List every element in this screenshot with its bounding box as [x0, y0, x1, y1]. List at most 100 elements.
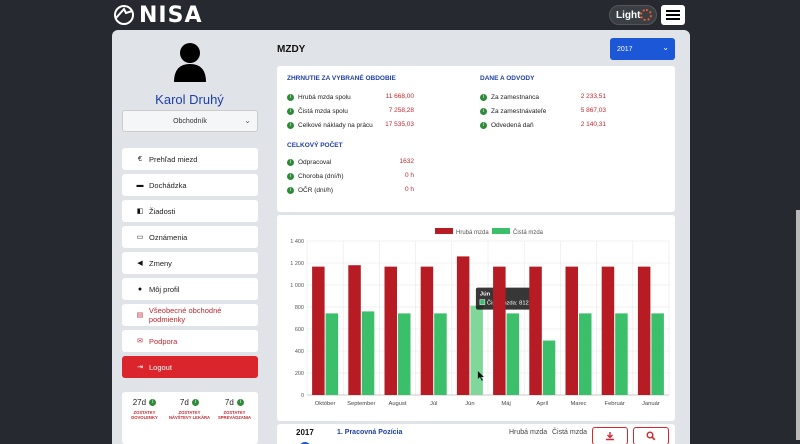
- y-tick-label: 0: [301, 393, 304, 399]
- sidebar-item-0[interactable]: € Prehľad miezd: [122, 148, 258, 170]
- column-gross: Hrubá mzda: [509, 429, 548, 436]
- sun-icon: [640, 9, 652, 21]
- info-icon[interactable]: i: [192, 399, 200, 407]
- sidebar-item-label: Podpora: [149, 336, 178, 346]
- mail-icon: ✉: [137, 338, 143, 345]
- sidebar-item-label: Môj profil: [149, 284, 180, 294]
- info-icon[interactable]: i: [287, 107, 294, 115]
- y-tick-label: 1 400: [290, 239, 304, 245]
- role-select[interactable]: Obchodník ⌄: [122, 110, 258, 132]
- bar-net: [361, 311, 375, 395]
- taxes-title: DANE A ODVODY: [480, 75, 535, 82]
- bar-net: [434, 313, 447, 395]
- bar-gross: [637, 266, 651, 395]
- download-button[interactable]: [592, 427, 628, 444]
- column-net: Čistá mzda: [552, 429, 588, 436]
- info-icon[interactable]: i: [237, 399, 245, 407]
- count-row-label: i Odpracoval: [287, 157, 331, 167]
- sidebar-item-3[interactable]: ▭ Oznámenia: [122, 226, 258, 248]
- request-icon: ◧: [136, 208, 144, 215]
- briefcase-icon: ▬: [136, 181, 144, 189]
- summary-title: ZHRNUTIE ZA VYBRANÉ OBDOBIE: [287, 75, 396, 82]
- bar-gross: [565, 266, 578, 395]
- info-icon[interactable]: i: [480, 93, 487, 101]
- x-tick-label: September: [347, 401, 375, 407]
- stat-label: ZOSTATKY SPREVÁDZANIA: [217, 410, 252, 420]
- search-icon: [646, 431, 656, 441]
- bar-net: [470, 305, 483, 395]
- legend-swatch-gross: [435, 228, 453, 234]
- position-card: 2017 1. Pracovná Pozícia Hrubá mzda Čist…: [277, 424, 675, 444]
- stat-label: ZOSTATKY NÁVŠTEVY LEKÁRA: [168, 410, 211, 420]
- sidebar-item-6[interactable]: ▤ Všeobecné obchodné podmienky: [122, 304, 258, 326]
- taxes-row-value: 2 233,51: [580, 93, 606, 100]
- year-value: 2017: [617, 45, 633, 53]
- search-button[interactable]: [633, 427, 669, 444]
- info-icon[interactable]: i: [287, 172, 294, 180]
- x-tick-label: Máj: [501, 401, 510, 407]
- taxes-row-label: i Odvedená daň: [480, 120, 534, 130]
- sidebar-item-label: Zmeny: [149, 258, 172, 268]
- stat-value: 7d: [224, 398, 234, 407]
- count-row-value: 0 h: [404, 172, 414, 179]
- row-label: Choroba (dní/h): [298, 172, 344, 180]
- sidebar-item-7[interactable]: ✉ Podpora: [122, 330, 258, 352]
- info-icon[interactable]: i: [480, 107, 487, 115]
- info-icon[interactable]: i: [287, 186, 294, 194]
- sidebar-item-2[interactable]: ◧ Žiadosti: [122, 200, 258, 222]
- bar-net: [506, 313, 520, 395]
- stat-label: ZOSTATKY DOVOLENKY: [131, 410, 158, 420]
- y-tick-label: 600: [295, 327, 304, 333]
- theme-toggle[interactable]: Light: [609, 5, 657, 25]
- legend-swatch-net: [492, 228, 510, 234]
- bed-icon: ▭: [136, 234, 144, 241]
- tooltip-swatch: [479, 299, 486, 305]
- row-label: Celkové náklady na prácu: [298, 121, 373, 129]
- summary-card: ZHRNUTIE ZA VYBRANÉ OBDOBIE DANE A ODVOD…: [277, 66, 675, 212]
- bar-gross: [312, 266, 325, 395]
- leave-stats: 27d i ZOSTATKY DOVOLENKY 7d i ZOSTATKY N…: [122, 392, 258, 444]
- sidebar-item-4[interactable]: ◀ Zmeny: [122, 252, 258, 274]
- role-value: Obchodník: [173, 117, 207, 125]
- salary-chart: Hrubá mzda Čistá mzda 0 200 400 600 800 1 000 1 …: [290, 228, 670, 407]
- sidebar-item-8[interactable]: ⇥ Logout: [122, 356, 258, 378]
- info-icon[interactable]: i: [287, 158, 294, 166]
- y-tick-label: 200: [295, 371, 304, 377]
- position-name[interactable]: 1. Pracovná Pozícia: [337, 429, 403, 436]
- page-scrollbar[interactable]: [796, 210, 800, 440]
- bar-gross: [420, 266, 434, 395]
- bar-net: [651, 313, 664, 395]
- info-icon[interactable]: i: [287, 121, 294, 129]
- sidebar-item-label: Žiadosti: [149, 206, 176, 216]
- sidebar-item-label: Dochádzka: [149, 180, 187, 190]
- info-icon[interactable]: i: [287, 93, 294, 101]
- summary-row-label: i Čistá mzda spolu: [287, 106, 348, 116]
- sidebar-item-1[interactable]: ▬ Dochádzka: [122, 174, 258, 196]
- sidebar: Karol Druhý Obchodník ⌄ € Prehľad miezd ▬ D…: [112, 30, 267, 444]
- count-row-label: i OČR (dní/h): [287, 185, 333, 195]
- info-icon[interactable]: i: [149, 399, 157, 407]
- avatar-icon: [174, 43, 206, 82]
- stat-escort: 7d i ZOSTATKY SPREVÁDZANIA: [212, 398, 257, 420]
- count-title: CELKOVÝ POČET: [287, 142, 343, 149]
- year-select[interactable]: 2017 ⌄: [610, 38, 675, 60]
- bar-gross: [384, 266, 397, 395]
- sidebar-item-label: Oznámenia: [149, 232, 188, 242]
- bar-gross: [456, 256, 470, 395]
- bar-net: [579, 313, 592, 395]
- y-tick-label: 800: [295, 305, 304, 311]
- row-label: Za zamestnanca: [491, 93, 540, 101]
- sidebar-item-label: Logout: [149, 362, 172, 372]
- top-bar: NISA Light: [0, 0, 800, 30]
- row-label: Odvedená daň: [491, 121, 534, 129]
- row-label: Za zamestnávateľe: [491, 107, 547, 115]
- logo[interactable]: NISA: [113, 3, 202, 28]
- hamburger-menu-button[interactable]: [661, 5, 685, 25]
- info-icon[interactable]: i: [480, 121, 487, 129]
- taxes-row-value: 5 867,03: [580, 107, 606, 114]
- bar-gross: [348, 265, 361, 395]
- sidebar-item-5[interactable]: ● Môj profil: [122, 278, 258, 300]
- stat-vacation: 27d i ZOSTATKY DOVOLENKY: [122, 398, 167, 420]
- logout-icon: ⇥: [137, 364, 143, 371]
- summary-row-value: 11 668,00: [385, 93, 414, 100]
